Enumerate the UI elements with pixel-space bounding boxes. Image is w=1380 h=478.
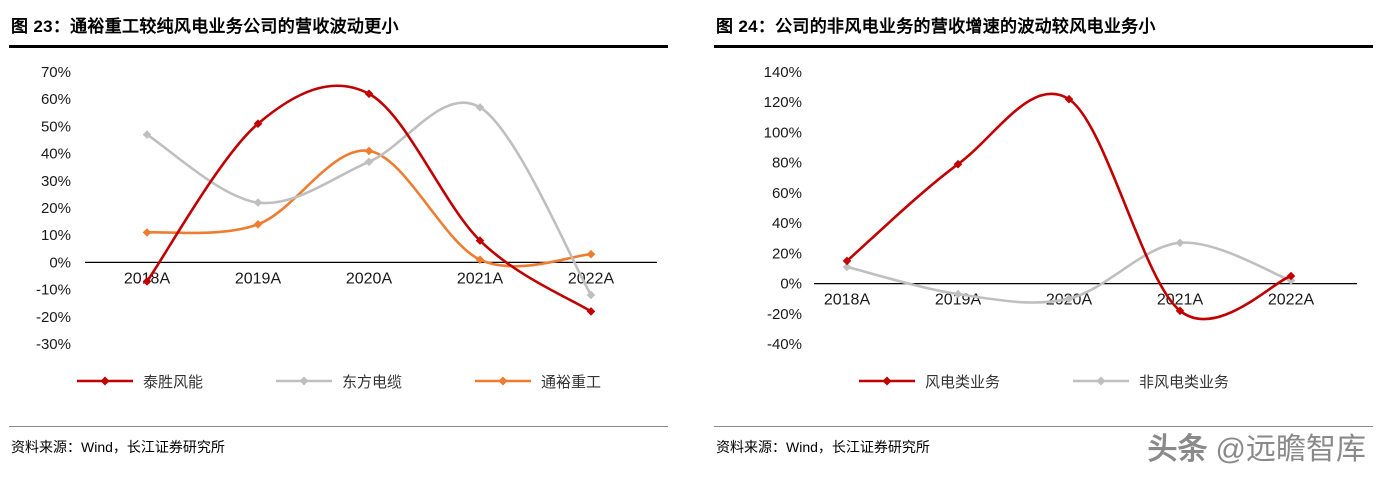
series-point-marker	[253, 198, 263, 207]
y-axis-tick-label: 70%	[41, 64, 71, 81]
y-axis-tick-label: 20%	[772, 245, 802, 262]
series-point-marker	[253, 220, 263, 229]
series-point-marker	[142, 277, 152, 286]
legend-label: 非风电类业务	[1139, 373, 1230, 391]
y-axis-tick-label: 60%	[772, 185, 802, 202]
series-point-marker	[586, 290, 596, 300]
legend-line-marker-icon	[858, 376, 915, 386]
series-line	[145, 149, 593, 268]
y-axis-tick-label: 20%	[41, 200, 71, 217]
y-axis-tick-label: 0%	[780, 276, 802, 293]
legend-label: 泰胜风能	[142, 373, 203, 391]
x-axis-tick-label: 2020A	[346, 270, 393, 287]
figure-24-title: 图 24：公司的非风电业务的营收增速的波动较风电业务小	[714, 10, 1373, 48]
y-axis-tick-label: -40%	[767, 336, 802, 353]
x-axis-tick-label: 2021A	[457, 270, 504, 287]
figure-24-panel: 图 24：公司的非风电业务的营收增速的波动较风电业务小 140% 120% 100%…	[714, 10, 1373, 457]
figure-23-title: 图 23：通裕重工较纯风电业务公司的营收波动更小	[9, 10, 668, 48]
series-point-marker	[1064, 294, 1074, 303]
y-axis-tick-label: 50%	[41, 118, 71, 135]
series-point-marker	[1175, 238, 1185, 248]
figure-24-chart-canvas: 140% 120% 100% 80% 60% 40% 20% 0% -20% -40% 2018A 2…	[764, 64, 1357, 353]
series-line	[845, 92, 1293, 321]
y-axis-tick-label: 120%	[764, 94, 802, 111]
y-axis-tick-label: 80%	[772, 155, 802, 172]
legend-item: 通裕重工	[474, 371, 601, 392]
watermark: 头条 @远瞻智库	[1148, 424, 1366, 468]
y-axis-tick-label: 30%	[41, 173, 71, 190]
y-axis-tick-label: -30%	[36, 336, 71, 353]
y-axis-tick-label: 0%	[49, 254, 71, 271]
legend-item: 风电类业务	[858, 371, 1000, 392]
series-line	[145, 101, 593, 297]
legend-label: 通裕重工	[541, 373, 602, 391]
series-point-marker	[364, 89, 374, 99]
legend-line-marker-icon	[275, 376, 332, 386]
series-point-marker	[475, 236, 485, 245]
y-axis-tick-label: 40%	[41, 146, 71, 163]
y-axis-tick-label: 40%	[772, 215, 802, 232]
series-point-marker	[1286, 271, 1296, 281]
legend-line-marker-icon	[1073, 376, 1129, 386]
x-axis-tick-label: 2022A	[1268, 292, 1315, 309]
series-point-marker	[253, 119, 263, 128]
series-point-marker	[1286, 276, 1296, 285]
figure-24-source: 资料来源：Wind，长江证券研究所	[714, 426, 1373, 457]
x-axis-tick-label: 2021A	[1157, 292, 1204, 309]
x-axis-tick-label: 2018A	[824, 292, 871, 309]
series-point-marker	[364, 146, 374, 156]
figure-strip: 图 23：通裕重工较纯风电业务公司的营收波动更小 70% 60% 50% 40% 30%…	[9, 10, 1373, 457]
series-point-marker	[475, 103, 485, 112]
series-point-marker	[1064, 94, 1074, 104]
legend-line-marker-icon	[76, 376, 133, 386]
x-axis-tick-label: 2022A	[568, 270, 615, 287]
series-point-marker	[142, 130, 152, 139]
y-axis-tick-label: 100%	[764, 124, 802, 141]
y-axis-tick-label: -20%	[767, 306, 802, 323]
series-point-marker	[142, 228, 152, 237]
figure-23-legend: 泰胜风能 东方电缆 通裕重工	[9, 370, 668, 392]
x-axis-tick-label: 2019A	[235, 270, 282, 287]
series-point-marker	[586, 307, 596, 316]
toutiao-logo: 头条	[1147, 433, 1208, 466]
y-axis-tick-label: -10%	[36, 282, 71, 299]
figure-23-chart-canvas: 70%60%50%40%30%20%10%0%-10%-20%-30%2018A…	[36, 64, 657, 353]
y-axis-tick-label: 140%	[764, 64, 802, 81]
legend-line-marker-icon	[475, 376, 531, 386]
series-point-marker	[475, 255, 485, 264]
legend-label: 风电类业务	[924, 373, 1000, 391]
legend-item: 泰胜风能	[76, 371, 203, 392]
legend-label: 东方电缆	[341, 373, 402, 391]
series-point-marker	[1175, 306, 1185, 316]
y-axis-tick-label: -20%	[36, 309, 71, 326]
figure-23-source: 资料来源：Wind，长江证券研究所	[9, 426, 668, 457]
series-point-marker	[364, 157, 374, 167]
y-axis-tick-label: 60%	[41, 91, 71, 108]
y-axis-tick-label: 10%	[41, 227, 71, 244]
legend-item: 非风电类业务	[1072, 371, 1229, 392]
watermark-handle: @远瞻智库	[1215, 433, 1366, 466]
figure-23-panel: 图 23：通裕重工较纯风电业务公司的营收波动更小 70% 60% 50% 40% 30%…	[9, 10, 668, 457]
legend-item: 东方电缆	[275, 371, 402, 392]
figure-24-legend: 风电类业务 非风电类业务	[714, 370, 1373, 392]
series-point-marker	[586, 249, 596, 259]
